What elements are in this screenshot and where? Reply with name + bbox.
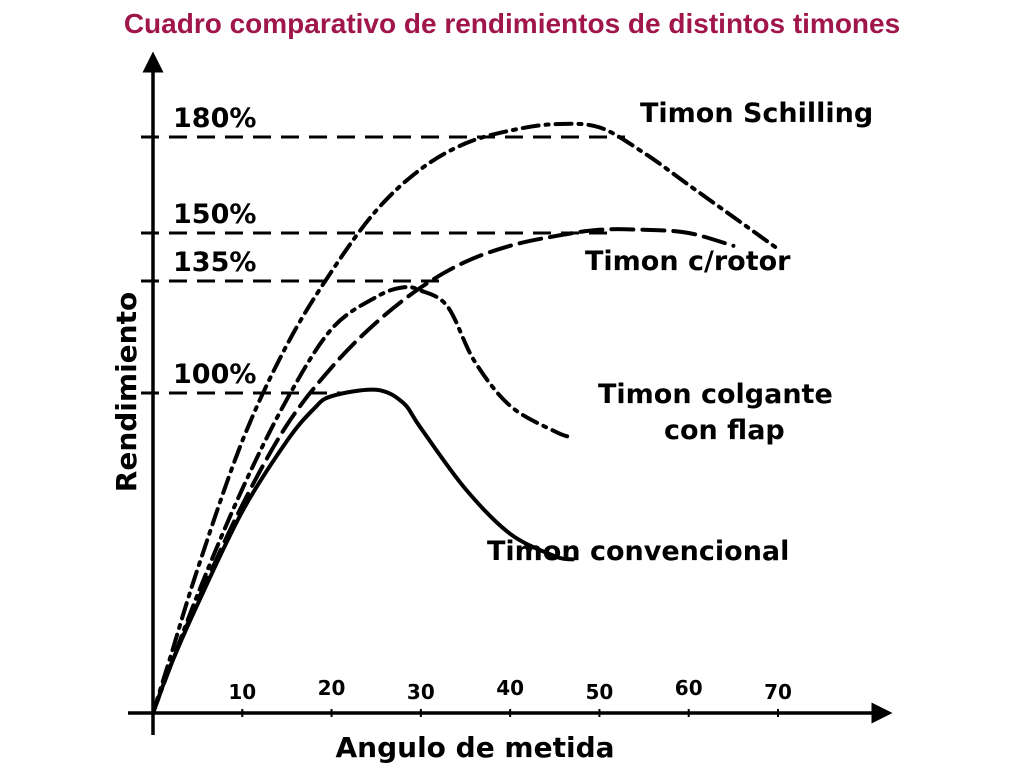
reference-line-label: 100%	[173, 359, 256, 390]
chart-title: Cuadro comparativo de rendimientos de di…	[123, 8, 901, 39]
series-line	[151, 121, 780, 715]
series-label: Timon convencional	[487, 536, 789, 567]
series-curves	[151, 121, 780, 715]
series-line	[151, 387, 575, 715]
reference-lines: 180% 150% 135% 100%	[141, 103, 625, 395]
x-tick-label: 70	[764, 680, 792, 704]
series-label: con flap	[664, 415, 785, 446]
x-tick-label: 50	[586, 680, 614, 704]
y-axis-title: Rendimiento	[110, 292, 143, 492]
x-tick-label: 60	[675, 676, 703, 700]
x-axis-title: Angulo de metida	[335, 731, 614, 764]
series-label: Timon colgante	[598, 379, 833, 410]
series-label: Timon Schilling	[640, 98, 873, 129]
series-line	[151, 284, 575, 715]
x-tick-label: 20	[318, 676, 346, 700]
x-tick-label: 10	[228, 680, 256, 704]
reference-line-label: 150%	[173, 199, 256, 230]
reference-line-label: 180%	[173, 103, 256, 134]
x-tick-label: 30	[407, 680, 435, 704]
x-tick-labels: 10 20 30 40 50 60 70	[228, 676, 792, 717]
reference-line-label: 135%	[173, 247, 256, 278]
x-tick-label: 40	[496, 676, 524, 700]
series-label: Timon c/rotor	[585, 246, 791, 277]
series-labels: Timon Schilling Timon c/rotor Timon colgan…	[487, 98, 873, 567]
